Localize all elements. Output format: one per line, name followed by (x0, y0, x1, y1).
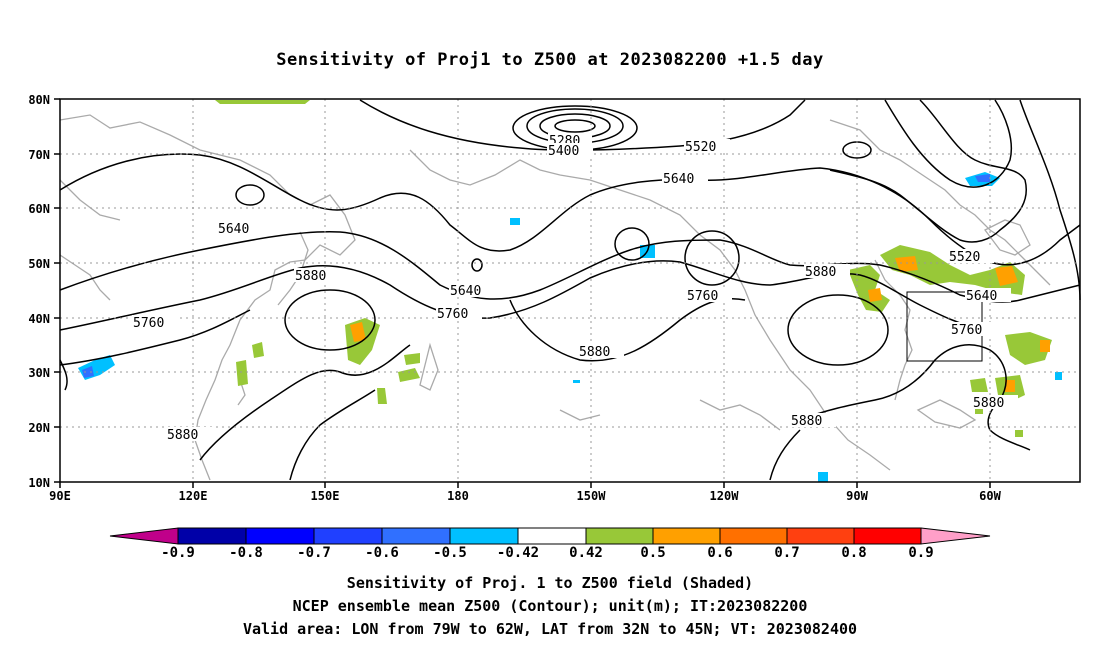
colorbar-cell (449, 527, 519, 545)
colorbar-low-triangle (109, 527, 179, 545)
colorbar-cell (381, 527, 451, 545)
colorbar-high-triangle (920, 527, 991, 545)
contour-label: 5640 (218, 222, 249, 237)
colorbar-label: 0.8 (841, 545, 866, 561)
lon-label: 90E (49, 489, 71, 503)
contour-label: 5760 (437, 307, 468, 322)
colorbar-label: -0.42 (497, 545, 539, 561)
lon-label: 60W (979, 489, 1001, 503)
lon-label: 180 (447, 489, 469, 503)
colorbar-label: -0.8 (229, 545, 263, 561)
contour-label: 5640 (966, 289, 997, 304)
contour-label: 5400 (548, 144, 579, 159)
lon-label: 150W (577, 489, 607, 503)
latitude-labels: 80N 70N 60N 50N 40N 30N 20N 10N (28, 93, 50, 490)
colorbar-label: 0.5 (640, 545, 665, 561)
contour-label: 5640 (663, 172, 694, 187)
contour-label: 5880 (791, 414, 822, 429)
colorbar (109, 527, 991, 545)
contour-label: 5760 (951, 323, 982, 338)
contour-labels: 5280 5400 5520 5640 5640 5880 5640 5760 … (132, 133, 1018, 443)
colorbar-cell (853, 527, 922, 545)
colorbar-label: 0.42 (569, 545, 603, 561)
colorbar-label: 0.9 (908, 545, 933, 561)
lon-label: 90W (846, 489, 868, 503)
tick-marks (54, 98, 991, 488)
colorbar-cell (245, 527, 315, 545)
colorbar-cell (177, 527, 247, 545)
contour-label: 5880 (167, 428, 198, 443)
lat-label: 40N (28, 312, 50, 326)
longitude-labels: 90E 120E 150E 180 150W 120W 90W 60W (49, 489, 1001, 503)
contour-label: 5880 (805, 265, 836, 280)
contour-label: 5760 (687, 289, 718, 304)
lon-label: 120E (179, 489, 208, 503)
colorbar-label: 0.7 (774, 545, 799, 561)
contour-label: 5760 (133, 316, 164, 331)
lat-label: 10N (28, 476, 50, 490)
map-frame (59, 98, 1081, 483)
colorbar-cell (585, 527, 654, 545)
grid-lines (60, 99, 1080, 482)
colorbar-cell (786, 527, 855, 545)
lon-label: 150E (311, 489, 340, 503)
contour-label: 5520 (949, 250, 980, 265)
lat-label: 70N (28, 148, 50, 162)
caption-line-3: Valid area: LON from 79W to 62W, LAT fro… (242, 620, 858, 638)
contour-label: 5520 (685, 140, 716, 155)
lat-label: 50N (28, 257, 50, 271)
lat-label: 30N (28, 366, 50, 380)
lon-label: 120W (710, 489, 740, 503)
z500-contours (59, 99, 1081, 481)
colorbar-cell (719, 527, 788, 545)
lat-label: 60N (28, 202, 50, 216)
contour-label: 5880 (295, 269, 326, 284)
colorbar-label: -0.6 (365, 545, 399, 561)
plot-title: Sensitivity of Proj1 to Z500 at 20230822… (276, 50, 824, 70)
contour-label: 5640 (450, 284, 481, 299)
colorbar-labels: -0.9 -0.8 -0.7 -0.6 -0.5 -0.42 0.42 0.5 … (161, 545, 934, 561)
colorbar-cell (652, 527, 721, 545)
colorbar-cell (517, 527, 587, 545)
colorbar-label: -0.7 (297, 545, 331, 561)
colorbar-label: -0.9 (161, 545, 195, 561)
contour-label: 5880 (973, 396, 1004, 411)
contour-label: 5880 (579, 345, 610, 360)
caption-line-2: NCEP ensemble mean Z500 (Contour); unit(… (292, 597, 808, 615)
lat-label: 80N (28, 93, 50, 107)
colorbar-label: -0.5 (433, 545, 467, 561)
colorbar-cell (313, 527, 383, 545)
caption-line-1: Sensitivity of Proj. 1 to Z500 field (Sh… (346, 574, 754, 592)
lat-label: 20N (28, 421, 50, 435)
colorbar-label: 0.6 (707, 545, 732, 561)
